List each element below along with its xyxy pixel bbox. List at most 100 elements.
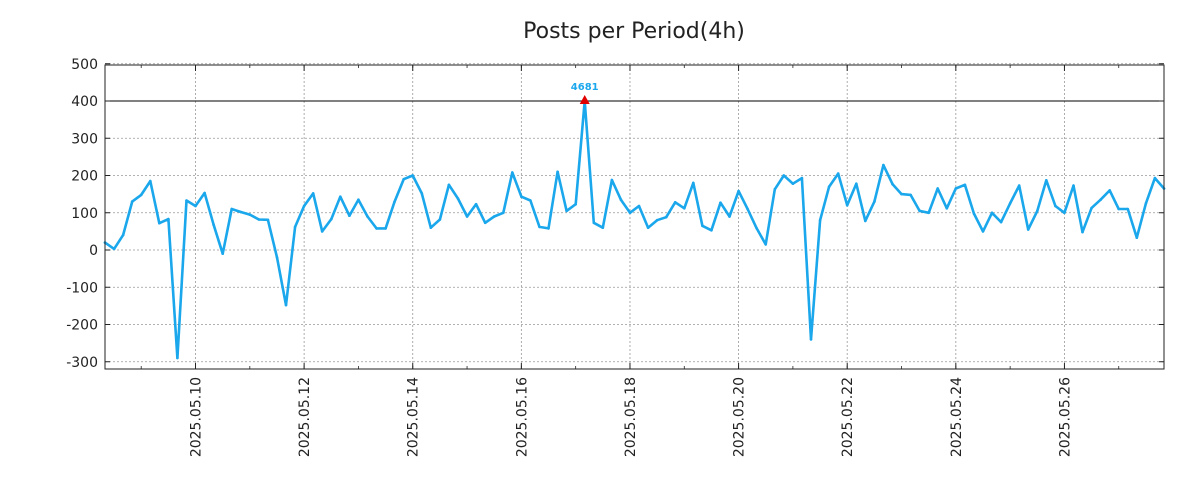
data-point	[954, 187, 958, 190]
data-point	[845, 204, 849, 207]
data-point	[438, 218, 442, 221]
data-point	[827, 185, 831, 188]
data-point	[257, 218, 261, 221]
data-point	[800, 176, 804, 180]
data-point	[809, 338, 813, 341]
data-point	[855, 182, 858, 185]
data-point	[981, 230, 985, 233]
data-point	[719, 201, 722, 204]
data-point	[402, 177, 406, 181]
data-point	[782, 174, 786, 177]
data-point	[203, 191, 206, 195]
data-point	[601, 226, 605, 229]
data-point	[167, 217, 170, 221]
y-tick-label: 500	[71, 57, 98, 73]
x-tick-label: 2025.05.26	[1057, 377, 1073, 457]
data-point	[728, 215, 731, 218]
y-tick-label: 0	[89, 243, 98, 259]
data-point	[1126, 207, 1130, 211]
data-point	[673, 201, 677, 204]
data-point	[882, 163, 885, 167]
x-tick-label: 2025.05.18	[623, 377, 639, 457]
data-point	[692, 181, 695, 185]
data-point	[637, 204, 641, 208]
data-point	[221, 252, 224, 255]
data-point	[990, 211, 994, 215]
data-point	[357, 198, 360, 201]
data-point	[465, 215, 469, 218]
data-point	[891, 182, 894, 186]
data-point	[1036, 209, 1039, 213]
data-point	[1045, 179, 1048, 182]
data-point	[293, 225, 297, 229]
data-point	[502, 211, 505, 215]
data-point	[302, 204, 306, 208]
x-tick-label: 2025.05.16	[514, 377, 530, 457]
y-tick-label: 300	[71, 131, 98, 147]
data-point	[1072, 184, 1075, 187]
data-point	[1081, 230, 1084, 234]
data-point	[483, 221, 487, 225]
series-line-posts	[103, 99, 1166, 360]
x-tick-label: 2025.05.14	[406, 377, 422, 457]
data-point	[176, 356, 179, 360]
data-point	[212, 223, 215, 226]
data-point	[330, 217, 333, 221]
data-point	[1090, 206, 1093, 210]
data-point	[320, 230, 324, 233]
x-tick-label: 2025.05.24	[949, 377, 965, 457]
data-point	[909, 193, 912, 197]
x-tick-label: 2025.05.22	[840, 377, 856, 457]
data-point	[710, 229, 713, 232]
data-point	[683, 207, 686, 210]
data-point	[1054, 204, 1057, 208]
data-point	[918, 209, 921, 213]
data-point	[764, 243, 767, 246]
y-tick-label: 400	[71, 94, 98, 110]
data-point	[1144, 202, 1148, 205]
data-point	[492, 215, 496, 218]
chart-title: Posts per Period(4h)	[523, 19, 745, 44]
data-point	[873, 200, 876, 203]
data-point	[239, 210, 243, 214]
data-point	[284, 303, 288, 307]
data-point	[248, 213, 252, 216]
x-tick-label: 2025.05.12	[297, 377, 313, 457]
data-point	[194, 204, 197, 208]
y-tick-label: 200	[71, 169, 98, 185]
data-point	[619, 198, 623, 201]
data-point	[1117, 207, 1120, 211]
data-point	[1026, 228, 1030, 231]
data-point	[737, 189, 740, 193]
data-point	[746, 207, 749, 211]
data-point	[755, 227, 758, 230]
data-point	[628, 211, 632, 215]
y-tick-label: -200	[66, 318, 98, 334]
peak-marker	[579, 95, 590, 104]
x-tick-label: 2025.05.10	[189, 377, 205, 457]
y-tick-label: -100	[66, 280, 98, 296]
data-point	[121, 233, 125, 237]
data-point	[420, 192, 424, 195]
data-point	[375, 227, 378, 230]
data-point	[945, 207, 949, 210]
plot-frame	[104, 64, 1165, 370]
data-point	[556, 170, 559, 174]
data-point	[999, 220, 1003, 224]
data-point	[701, 224, 704, 228]
data-point	[529, 199, 532, 202]
data-point	[900, 192, 903, 196]
data-point	[130, 200, 134, 203]
data-point	[1153, 176, 1157, 180]
data-point	[411, 174, 415, 177]
data-point	[864, 219, 867, 223]
data-point	[972, 212, 976, 215]
data-point	[836, 172, 840, 175]
data-point	[936, 187, 939, 190]
data-point	[1008, 202, 1012, 205]
y-tick-label: -300	[66, 355, 98, 371]
data-point	[447, 183, 451, 187]
data-point	[266, 218, 270, 222]
